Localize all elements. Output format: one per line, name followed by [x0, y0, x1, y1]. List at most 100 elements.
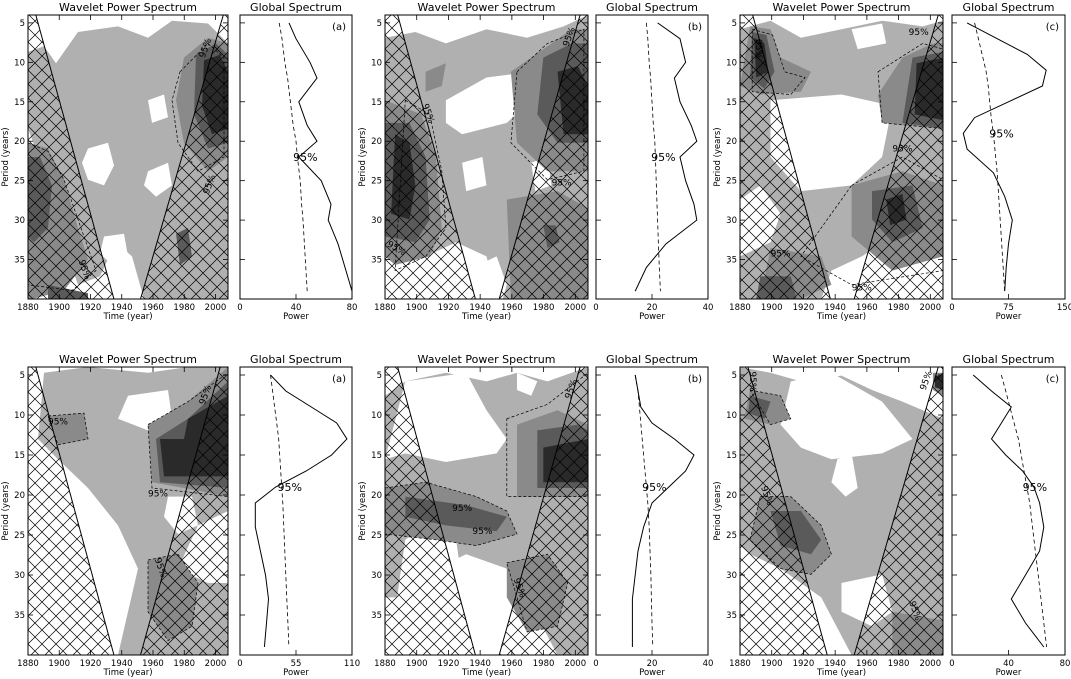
wavelet-frame	[384, 366, 589, 656]
x-tick-label: 1880	[17, 303, 39, 313]
significance-contour	[506, 372, 588, 497]
power-tick-label: 0	[237, 659, 242, 669]
x-tick-label: 1940	[111, 659, 133, 669]
y-tick-label: 10	[371, 411, 382, 421]
global-significance-label: 95%	[1023, 481, 1047, 494]
wavelet-title: Wavelet Power Spectrum	[59, 1, 197, 14]
global-significance-label: 95%	[278, 481, 302, 494]
wavelet-contour-area: 95%95%95%95%	[385, 367, 588, 655]
x-tick-label: 2000	[919, 659, 941, 669]
global-significance-line	[974, 22, 1006, 292]
power-axis-label: Power	[283, 312, 309, 322]
contour-white	[831, 453, 858, 497]
x-tick-label: 1900	[48, 659, 70, 669]
x-tick-label: 1880	[17, 659, 39, 669]
x-tick-label: 1980	[533, 659, 555, 669]
y-tick-label: 10	[726, 58, 737, 68]
contour-white	[462, 157, 487, 192]
x-tick-label: 1900	[406, 659, 428, 669]
coi-edge-right	[853, 15, 939, 299]
x-tick-label: 1980	[888, 659, 910, 669]
cone-of-influence-right	[854, 367, 943, 655]
wavelet-contour-area: 95%95%95%95%	[385, 15, 588, 299]
power-axis-label: Power	[639, 312, 665, 322]
global-spectrum-panel: Global Spectrum (a) 0 40 80 Power 95%	[237, 1, 357, 322]
global-significance-label: 95%	[642, 481, 666, 494]
global-frame	[239, 14, 353, 300]
y-tick-label: 15	[726, 451, 737, 461]
power-tick-label: 80	[1060, 659, 1071, 669]
coi-edge-right	[498, 367, 581, 655]
y-axis-label: Period (years)	[358, 127, 368, 186]
panel-label: (c)	[1046, 22, 1059, 33]
y-tick-label: 25	[14, 177, 25, 187]
cone-of-influence-left	[740, 367, 828, 655]
x-tick-label: 1960	[501, 303, 523, 313]
y-axis-label: Period (years)	[1, 127, 11, 186]
significance-label: 95%	[452, 504, 472, 514]
global-lines	[972, 374, 1047, 648]
global-title: Global Spectrum	[250, 353, 342, 366]
power-tick-label: 40	[291, 303, 302, 313]
power-axis-label: Power	[639, 668, 665, 678]
y-tick-label: 35	[371, 611, 382, 621]
y-tick-label: 10	[371, 58, 382, 68]
contour-white	[770, 94, 893, 192]
power-tick-label: 0	[237, 303, 242, 313]
global-lines	[634, 22, 698, 292]
global-spectrum-panel: Global Spectrum (b) 0 20 40 Power 95%	[593, 1, 713, 322]
contour-white	[517, 372, 538, 396]
global-significance-line	[646, 22, 661, 292]
cone-of-influence-left	[385, 15, 476, 299]
x-axis-label: Time (year)	[461, 312, 511, 322]
panel-label: (a)	[332, 22, 346, 33]
x-tick-label: 1940	[824, 659, 846, 669]
y-tick-label: 25	[726, 177, 737, 187]
panel-label: (b)	[688, 374, 702, 385]
x-tick-label: 1960	[856, 659, 878, 669]
wavelet-contour-area: 95%95%95%	[28, 15, 228, 299]
x-tick-label: 1920	[80, 659, 102, 669]
contour-white	[796, 375, 811, 396]
power-tick-label: 110	[344, 659, 360, 669]
contour-white	[92, 539, 118, 641]
power-tick-label: 40	[703, 659, 714, 669]
cone-of-influence-left	[28, 367, 114, 655]
x-tick-label: 1960	[142, 659, 164, 669]
cone-of-influence-left	[740, 15, 831, 299]
global-significance-label: 95%	[989, 127, 1013, 140]
y-tick-label: 15	[726, 98, 737, 108]
wavelet-title: Wavelet Power Spectrum	[418, 353, 556, 366]
contour-white	[780, 372, 913, 460]
x-tick-label: 1980	[173, 303, 195, 313]
power-axis-label: Power	[996, 312, 1022, 322]
y-axis-label: Period (years)	[713, 127, 723, 186]
y-tick-label: 20	[371, 137, 382, 147]
x-axis-label: Time (year)	[102, 312, 152, 322]
y-axis-label: Period (years)	[358, 481, 368, 540]
wavelet-panel: 95%95%95%Wavelet Power Spectrum 1880 1900 1…	[1, 1, 357, 322]
y-tick-label: 30	[726, 216, 737, 226]
x-tick-label: 1900	[48, 303, 70, 313]
wavelet-frame	[27, 14, 229, 300]
global-title: Global Spectrum	[606, 353, 698, 366]
x-tick-label: 2000	[205, 659, 227, 669]
y-tick-label: 5	[377, 371, 382, 381]
y-tick-label: 35	[726, 611, 737, 621]
global-spectrum-panel: Global Spectrum (c) 0 75 150 Power 95%	[949, 1, 1071, 322]
cone-of-influence-left	[385, 367, 476, 655]
x-tick-label: 1920	[80, 303, 102, 313]
x-tick-label: 1900	[406, 303, 428, 313]
power-tick-label: 20	[647, 303, 658, 313]
coi-edge-left	[397, 367, 476, 655]
global-frame	[595, 366, 709, 656]
x-tick-label: 1940	[824, 303, 846, 313]
contour-medium	[48, 413, 88, 445]
x-tick-label: 1940	[469, 659, 491, 669]
coi-edge-left	[35, 367, 115, 655]
coi-edge-right	[498, 15, 581, 299]
x-axis-label: Time (year)	[461, 668, 511, 678]
x-tick-label: 2000	[564, 303, 586, 313]
y-axis-label: Period (years)	[713, 481, 723, 540]
